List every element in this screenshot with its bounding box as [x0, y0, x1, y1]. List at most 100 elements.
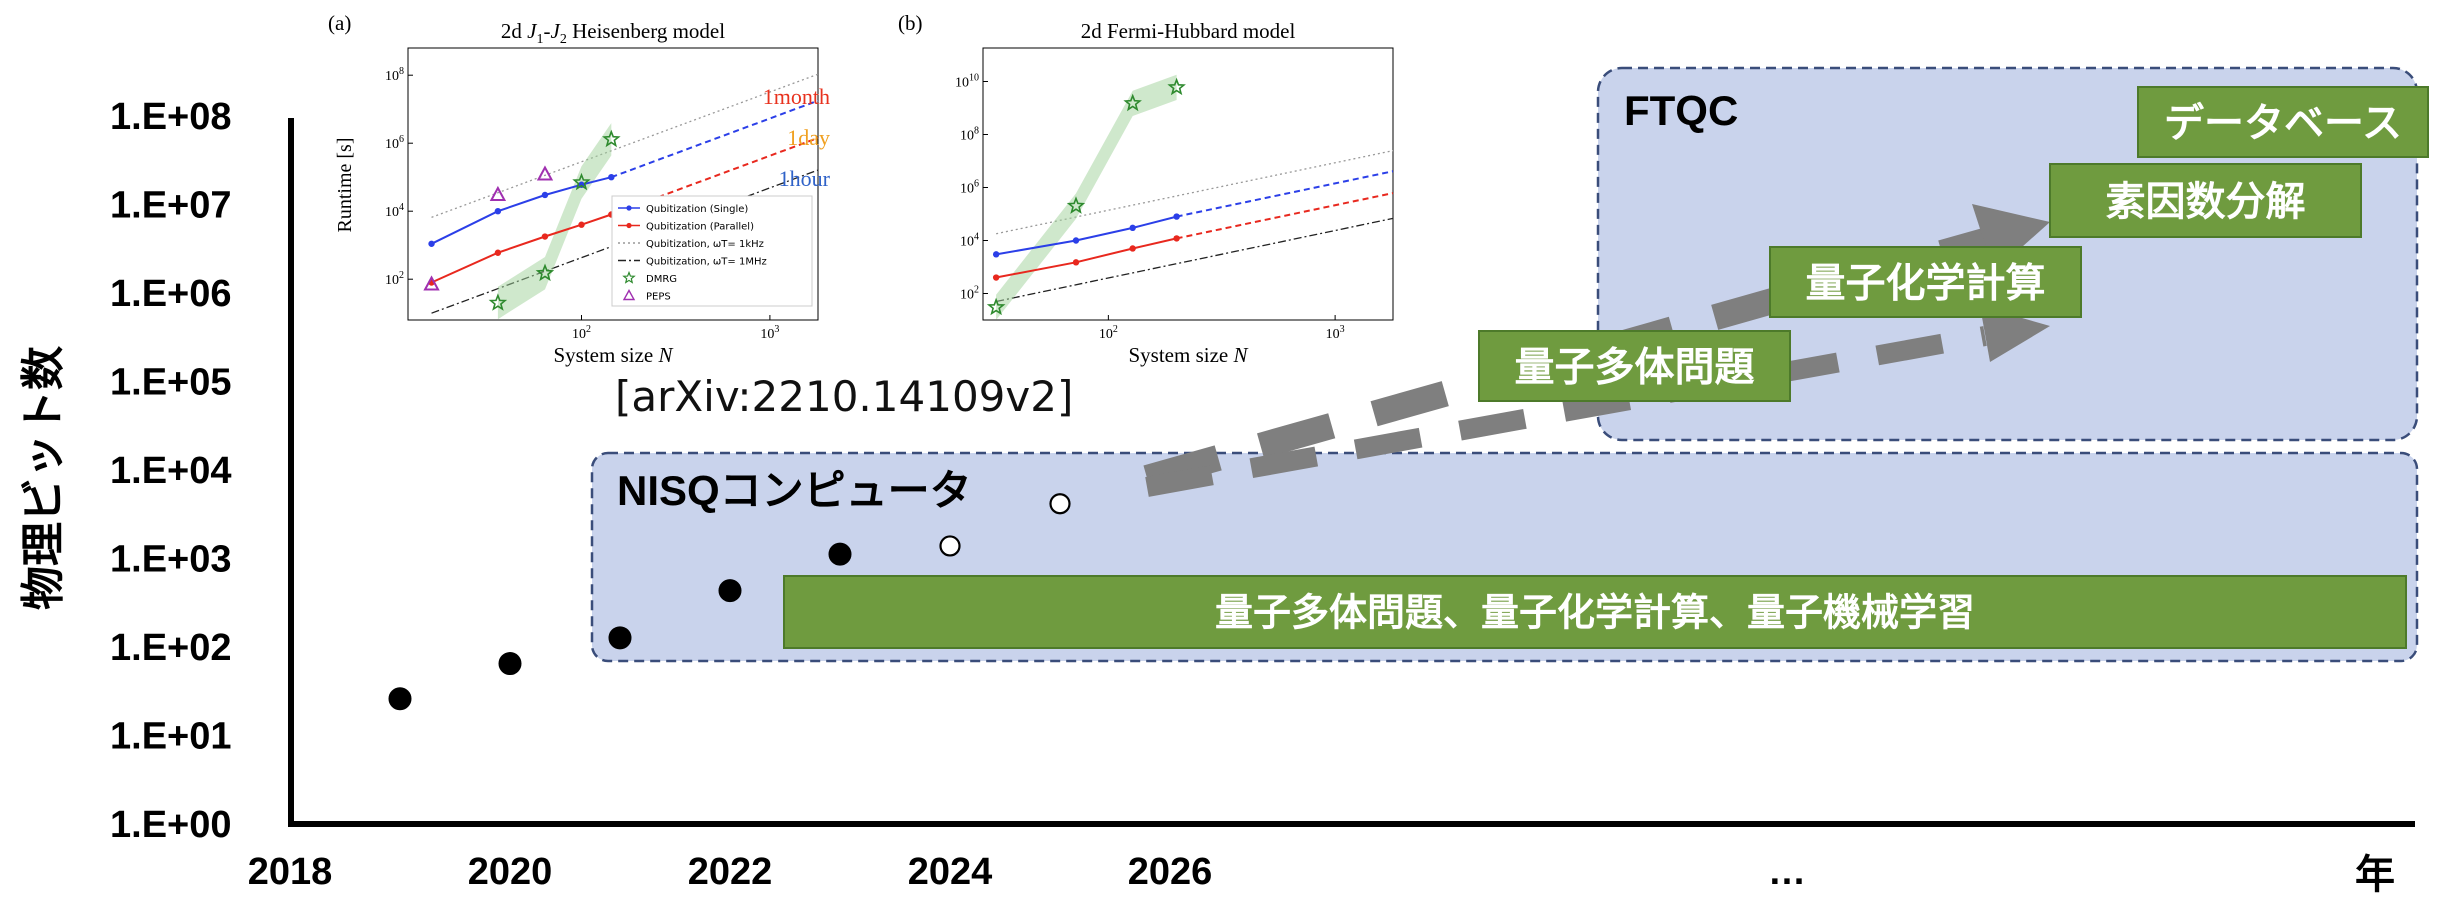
inset-y-tick-label-exponent: 6 — [399, 134, 404, 145]
inset-y-tick-label: 102 — [960, 285, 979, 303]
inset-x-tick-label-base: 10 — [1099, 327, 1113, 342]
inset-y-tick-label-exponent: 2 — [974, 285, 979, 296]
parallel-point — [992, 274, 1000, 281]
x-tick-label: 2026 — [1128, 851, 1213, 893]
inset-y-tick-label-base: 10 — [960, 235, 974, 250]
ftqc-chemistry-box — [1769, 246, 2082, 318]
dmrg-point — [1123, 93, 1142, 112]
single-point — [1072, 237, 1080, 244]
dmrg-band — [497, 123, 612, 320]
inset-y-tick-label-base: 10 — [955, 76, 969, 91]
y-tick-label: 1.E+06 — [110, 273, 232, 315]
inset-y-tick-label-exponent: 10 — [969, 73, 979, 84]
inset-y-tick-label-exponent: 8 — [974, 126, 979, 137]
inset-a-title-j1: J — [527, 19, 538, 43]
inset-x-tick-label: 102 — [572, 324, 591, 342]
single-point — [1173, 213, 1180, 220]
inset-a-title-pre: 2d — [501, 19, 527, 43]
inset-x-axis-var: N — [657, 343, 673, 367]
inset-x-tick-label-exponent: 2 — [1113, 324, 1118, 335]
citation: [arXiv:2210.14109v2] — [615, 372, 1074, 421]
x-tick-label: 2024 — [908, 851, 993, 893]
inset-x-axis-text: System size — [1128, 343, 1233, 367]
parallel-point — [1072, 259, 1080, 266]
inset-y-tick-label: 1010 — [955, 73, 979, 91]
single-point — [541, 191, 549, 199]
parallel-extrapolation-line — [610, 137, 819, 216]
inset-x-axis-label: System size N — [1128, 343, 1248, 367]
inset-x-tick-label: 103 — [760, 324, 779, 342]
parallel-point — [541, 233, 549, 240]
ref-line-1mhz — [996, 217, 1394, 303]
y-axis-label: 物理ビット数 — [18, 346, 69, 610]
lower-trend-arrow-shaft — [1145, 326, 1987, 497]
inset-x-tick-label-exponent: 3 — [1340, 324, 1345, 335]
inset-y-tick-label-base: 10 — [960, 288, 974, 303]
x-tick-label: 2018 — [248, 851, 333, 893]
dmrg-point — [535, 263, 555, 282]
y-tick-label: 1.E+07 — [110, 185, 232, 227]
time-label: 1day — [787, 125, 830, 150]
ref-line-1khz — [431, 73, 819, 218]
inset-y-tick-label: 106 — [385, 134, 404, 152]
single-point — [992, 251, 1000, 258]
inset-y-tick-label-exponent: 2 — [399, 270, 404, 281]
single-point — [494, 208, 502, 215]
inset-y-tick-label: 102 — [385, 270, 404, 288]
inset-y-tick-label-base: 10 — [385, 205, 399, 220]
filled-data-point — [498, 652, 522, 676]
inset-a-title-j2_sub: 2 — [560, 32, 567, 47]
dmrg-point — [572, 172, 591, 191]
ftqc-factoring-box — [2049, 163, 2362, 238]
peps-point — [536, 165, 554, 181]
inset-a-y-axis-label: Runtime [s] — [334, 138, 356, 233]
legend-entry: Qubitization, ωT= 1MHz — [646, 257, 767, 268]
ftqc-database-box — [2137, 86, 2429, 158]
y-tick-label: 1.E+01 — [110, 716, 232, 758]
inset-a-legend-frame — [611, 195, 813, 307]
y-tick-label: 1.E+04 — [110, 450, 232, 492]
parallel-point — [578, 221, 585, 228]
inset-y-tick-label-base: 10 — [385, 69, 399, 84]
legend-entry: Qubitization (Single) — [646, 204, 748, 215]
x-tick-labels: 2018 2020 2022 2024 2026 — [248, 851, 1213, 893]
legend-swatch-dot — [626, 222, 632, 229]
dmrg-point — [488, 293, 508, 311]
inset-x-tick-label: 102 — [1099, 324, 1118, 342]
dmrg-point — [1066, 196, 1086, 214]
parallel-line — [995, 237, 1177, 279]
peps-point — [423, 275, 440, 291]
inset-panel-label: (b) — [898, 11, 923, 35]
ref-line-1mhz — [431, 169, 819, 314]
single-extrapolation-line — [1176, 170, 1394, 218]
inset-y-tick-label: 106 — [960, 179, 979, 197]
x-tick-label: 2020 — [468, 851, 553, 893]
y-tick-label: 1.E+00 — [110, 804, 232, 846]
ftqc-factoring-text: 素因数分解 — [2106, 179, 2306, 225]
inset-x-tick-label-base: 10 — [1326, 327, 1340, 342]
inset-a-title-j1_sub: 1 — [537, 32, 544, 47]
inset-plot-frame — [982, 47, 1394, 321]
filled-data-point — [388, 687, 412, 711]
inset-y-tick-label: 104 — [960, 232, 979, 250]
lower-trend-arrowhead — [1980, 306, 2050, 362]
inset-x-tick-label-exponent: 2 — [586, 324, 591, 335]
ftqc-manybody-box — [1478, 330, 1791, 402]
inset-y-tick-label-base: 10 — [385, 273, 399, 288]
inset-y-tick-label-base: 10 — [960, 182, 974, 197]
open-data-point — [1049, 493, 1071, 515]
inset-x-tick-label-exponent: 3 — [774, 324, 779, 335]
filled-data-point — [608, 626, 632, 650]
single-line — [995, 215, 1177, 256]
y-tick-label: 1.E+08 — [110, 96, 232, 138]
legend-swatch-star — [622, 270, 636, 284]
y-tick-label: 1.E+05 — [110, 362, 232, 404]
single-extrapolation-line — [610, 99, 819, 179]
x-axis-end-label: 年 — [2355, 852, 2395, 897]
inset-a-title-dash: - — [544, 19, 551, 43]
parallel-point — [1173, 235, 1180, 242]
legend-swatch-dot — [626, 205, 632, 211]
